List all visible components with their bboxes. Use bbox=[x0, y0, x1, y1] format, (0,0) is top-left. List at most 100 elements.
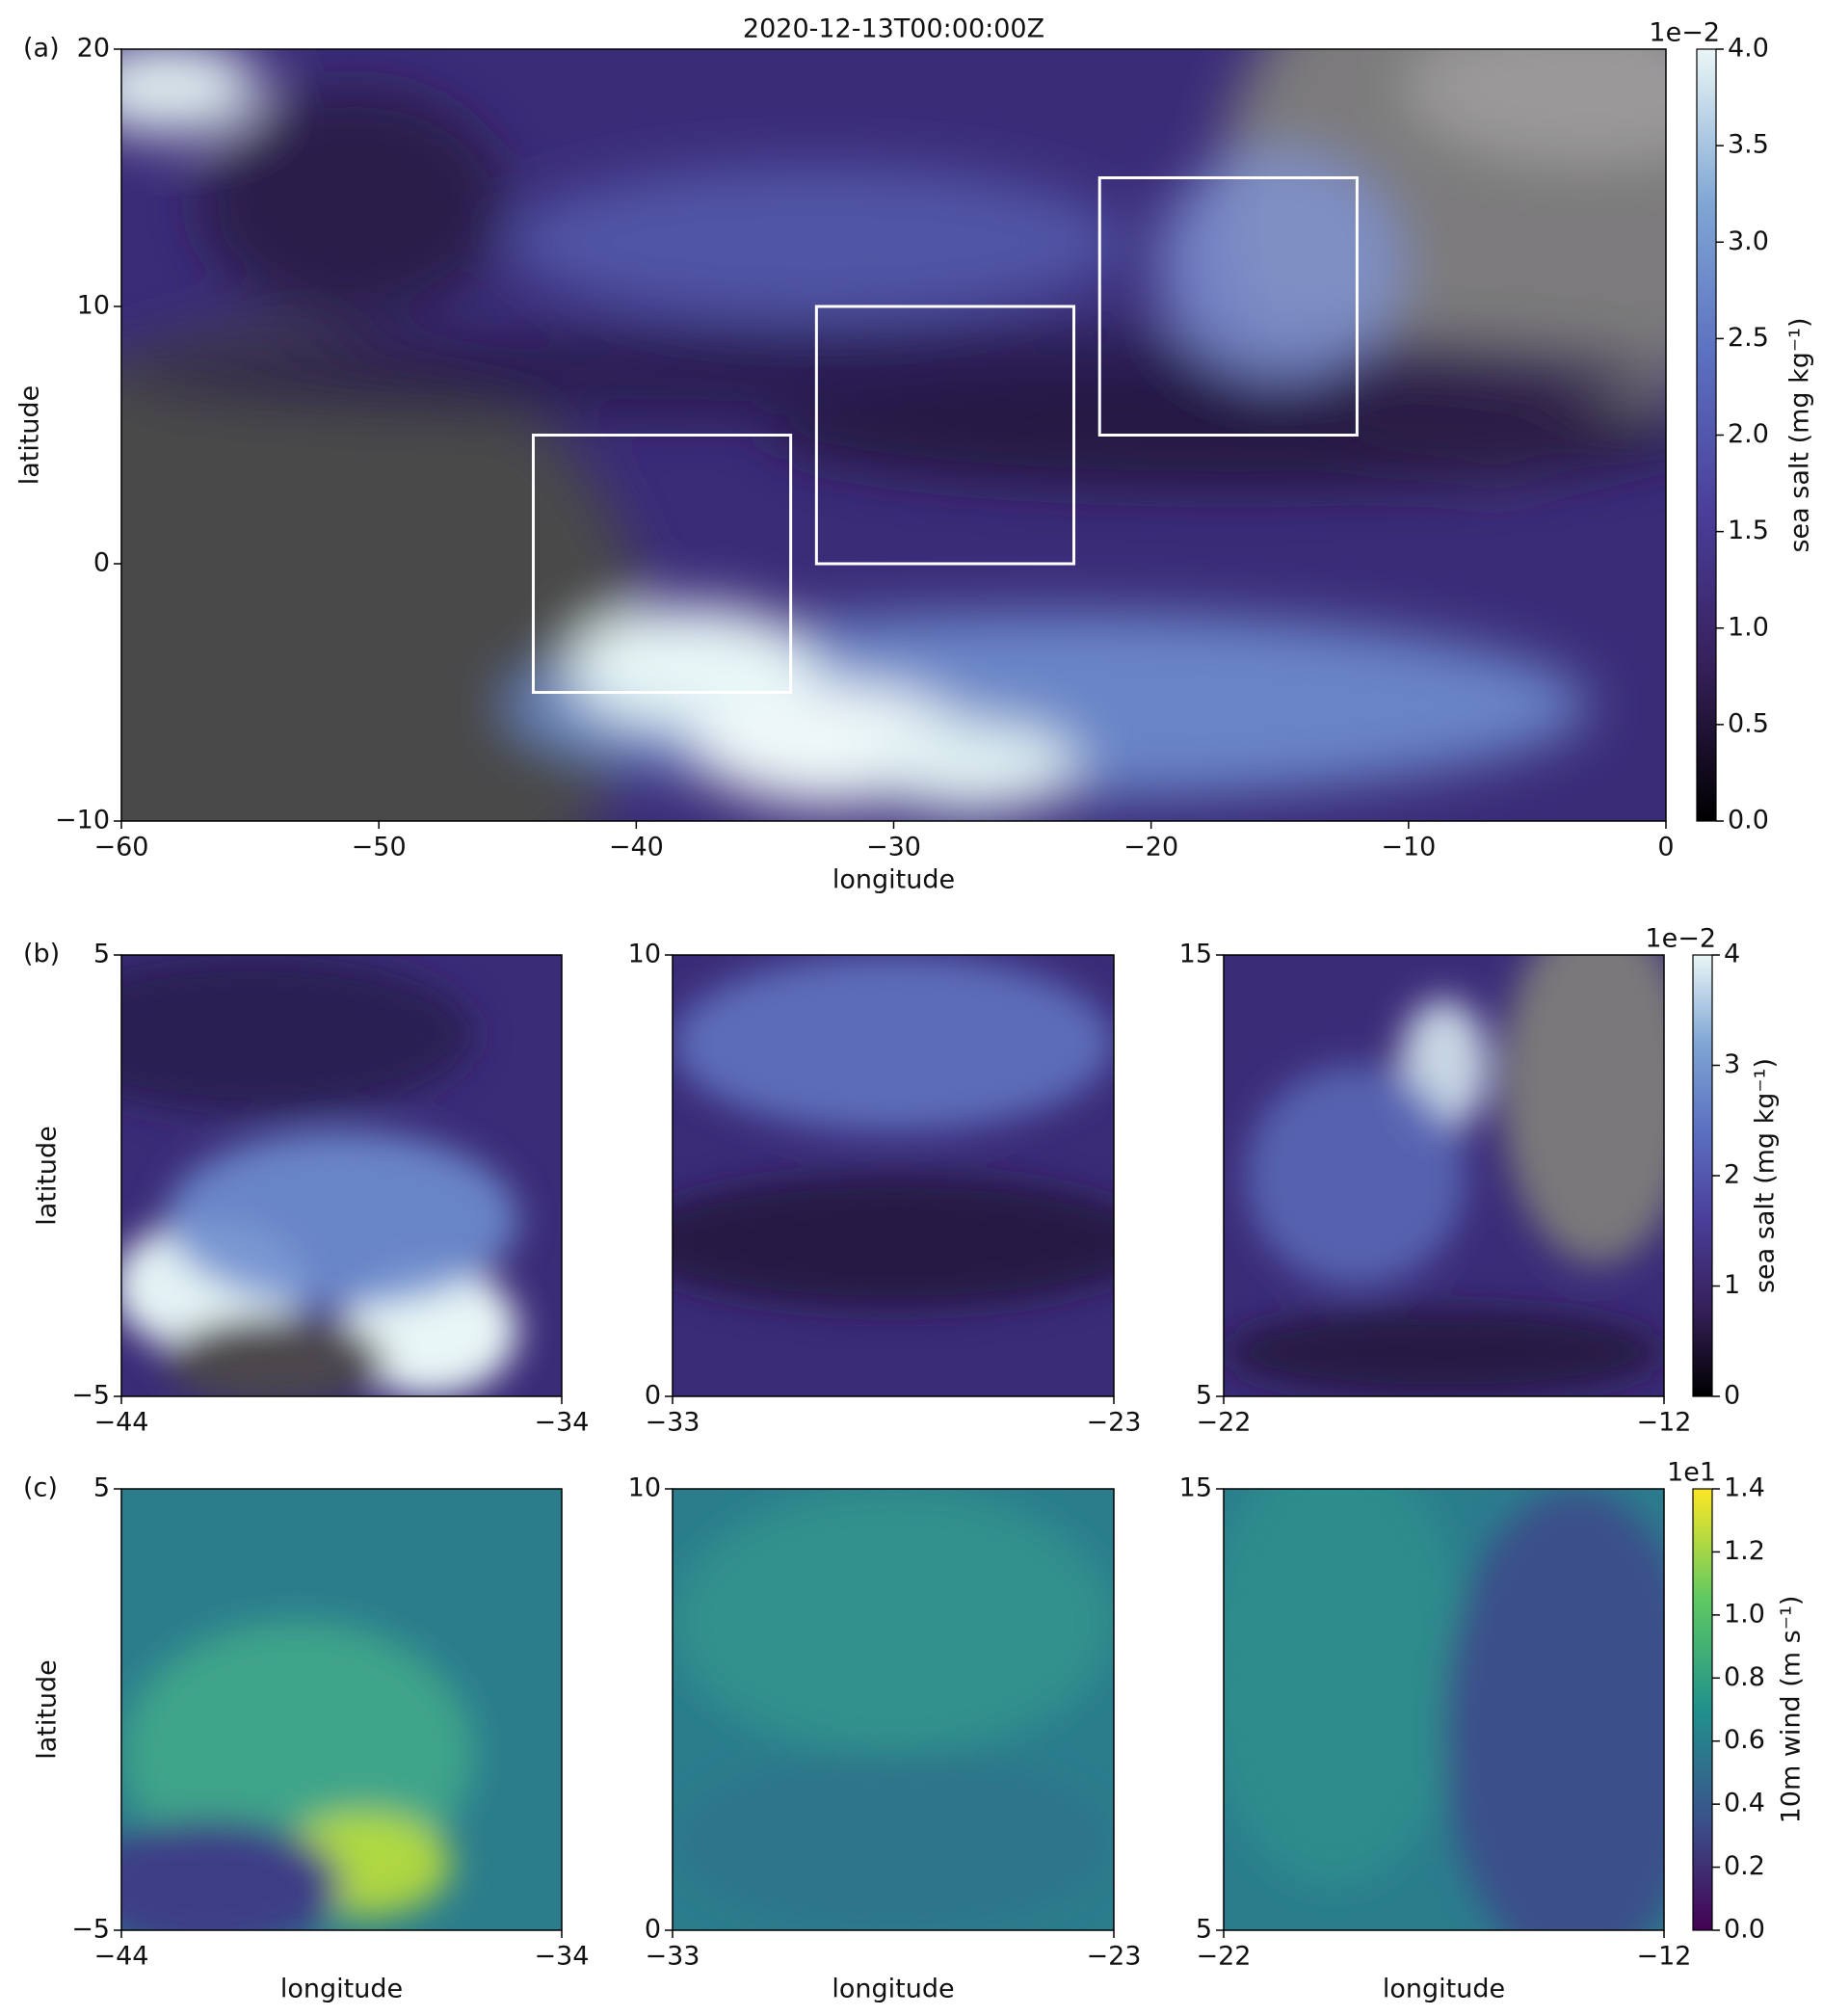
raster-patch bbox=[1156, 149, 1404, 382]
raster bbox=[673, 1489, 1114, 1930]
panel-label: (c) bbox=[23, 1473, 58, 1503]
y-tick-label: −10 bbox=[55, 806, 110, 836]
y-tick-label: 5 bbox=[93, 1473, 110, 1503]
x-tick-label: −60 bbox=[94, 833, 149, 862]
y-axis-label: latitude bbox=[33, 1126, 63, 1226]
colorbar-tick-label: 0.0 bbox=[1728, 806, 1769, 836]
raster bbox=[673, 955, 1114, 1396]
x-tick-label: −40 bbox=[609, 833, 664, 862]
y-tick-label: 10 bbox=[77, 291, 110, 321]
x-tick-label: −44 bbox=[94, 1408, 149, 1438]
x-tick-label: 0 bbox=[1657, 833, 1674, 862]
y-tick-label: 10 bbox=[628, 1473, 661, 1503]
raster-texture bbox=[1224, 955, 1664, 1396]
colorbar-tick-label: 3 bbox=[1724, 1049, 1740, 1079]
x-tick-label: −50 bbox=[352, 833, 407, 862]
x-tick-label: −23 bbox=[1087, 1942, 1142, 1972]
colorbar bbox=[1696, 48, 1717, 822]
y-tick-label: 10 bbox=[628, 940, 661, 969]
y-tick-label: 20 bbox=[77, 34, 110, 64]
colorbar-tick-label: 1.0 bbox=[1728, 612, 1769, 642]
raster-patch bbox=[165, 1131, 518, 1309]
raster-texture bbox=[121, 49, 1666, 821]
y-tick-label: 15 bbox=[1179, 1473, 1212, 1503]
colorbar-tick-label: 4.0 bbox=[1728, 34, 1769, 64]
x-tick-label: −22 bbox=[1197, 1942, 1252, 1972]
colorbar-tick-label: 1.0 bbox=[1724, 1599, 1765, 1629]
colorbar-tick-label: 0.2 bbox=[1724, 1851, 1765, 1881]
colorbar-tick-label: 4 bbox=[1724, 940, 1740, 969]
raster-patch bbox=[1403, 49, 1666, 166]
x-tick-label: −30 bbox=[866, 833, 921, 862]
chart-title: 2020-12-13T00:00:00Z bbox=[743, 14, 1044, 44]
colorbar-label: 10m wind (m s⁻¹) bbox=[1777, 1596, 1807, 1824]
raster bbox=[121, 955, 562, 1396]
raster-patch bbox=[673, 1489, 1114, 1754]
raster-texture bbox=[121, 955, 518, 1396]
y-tick-label: −5 bbox=[71, 1915, 110, 1945]
colorbar-tick-label: 1.4 bbox=[1724, 1473, 1765, 1503]
colorbar-offset-label: 1e−2 bbox=[1645, 924, 1716, 954]
x-tick-label: −34 bbox=[535, 1408, 590, 1438]
colorbar-tick-label: 0 bbox=[1724, 1381, 1740, 1411]
axes-frame bbox=[1223, 1488, 1665, 1931]
region-box bbox=[1097, 176, 1359, 437]
raster-patch bbox=[121, 49, 261, 135]
raster-patch bbox=[165, 1316, 386, 1396]
x-tick-label: −20 bbox=[1123, 833, 1178, 862]
axes-frame bbox=[1223, 954, 1665, 1397]
y-tick-label: −5 bbox=[71, 1381, 110, 1411]
colorbar-tick-label: 0.0 bbox=[1724, 1915, 1765, 1945]
raster-texture bbox=[673, 1489, 1114, 1930]
raster-patch bbox=[1224, 1489, 1466, 1887]
raster-texture bbox=[1224, 1489, 1664, 1930]
y-tick-label: 5 bbox=[93, 940, 110, 969]
x-tick-label: −33 bbox=[646, 1942, 700, 1972]
axes-frame bbox=[120, 954, 563, 1397]
colorbar-label: sea salt (mg kg⁻¹) bbox=[1785, 317, 1815, 552]
raster-patch bbox=[507, 165, 1125, 320]
panel-label: (b) bbox=[23, 940, 60, 969]
raster-patch bbox=[862, 720, 1079, 813]
colorbar-tick-label: 0.8 bbox=[1724, 1662, 1765, 1692]
y-tick-label: 5 bbox=[1196, 1915, 1212, 1945]
colorbar-offset-label: 1e−2 bbox=[1649, 18, 1720, 48]
colorbar-tick-label: 1.2 bbox=[1724, 1536, 1765, 1566]
y-tick-label: 0 bbox=[645, 1915, 661, 1945]
raster-patch bbox=[1500, 955, 1664, 1264]
colorbar bbox=[1692, 954, 1713, 1397]
x-tick-label: −22 bbox=[1197, 1408, 1252, 1438]
raster bbox=[121, 1489, 562, 1930]
x-axis-label: longitude bbox=[832, 1975, 954, 2004]
colorbar bbox=[1692, 1488, 1713, 1931]
colorbar-offset-label: 1e1 bbox=[1667, 1458, 1716, 1488]
raster-patch bbox=[1245, 1065, 1466, 1287]
colorbar-tick-label: 0.6 bbox=[1724, 1725, 1765, 1755]
raster-patch bbox=[198, 88, 508, 320]
x-axis-label: longitude bbox=[280, 1975, 403, 2004]
x-tick-label: −12 bbox=[1637, 1942, 1692, 1972]
x-axis-label: longitude bbox=[832, 865, 955, 895]
axes-frame bbox=[120, 1488, 563, 1931]
x-tick-label: −12 bbox=[1637, 1408, 1692, 1438]
raster-patch bbox=[673, 1176, 1114, 1309]
x-tick-label: −34 bbox=[535, 1942, 590, 1972]
x-tick-label: −10 bbox=[1381, 833, 1436, 862]
y-tick-label: 0 bbox=[93, 548, 110, 578]
x-axis-label: longitude bbox=[1383, 1975, 1505, 2004]
raster-texture bbox=[121, 1621, 474, 1930]
region-box bbox=[531, 434, 793, 694]
y-axis-label: latitude bbox=[33, 1659, 63, 1760]
x-tick-label: −23 bbox=[1087, 1408, 1142, 1438]
region-box bbox=[814, 305, 1076, 566]
raster-texture bbox=[673, 955, 1114, 1309]
panel-label: (a) bbox=[23, 34, 60, 64]
colorbar-tick-label: 1.5 bbox=[1728, 516, 1769, 545]
y-tick-label: 15 bbox=[1179, 940, 1212, 969]
x-tick-label: −44 bbox=[94, 1942, 149, 1972]
raster-patch bbox=[121, 955, 474, 1114]
y-tick-label: 0 bbox=[645, 1381, 661, 1411]
colorbar-tick-label: 2.0 bbox=[1728, 419, 1769, 449]
raster-patch bbox=[673, 955, 1114, 1132]
